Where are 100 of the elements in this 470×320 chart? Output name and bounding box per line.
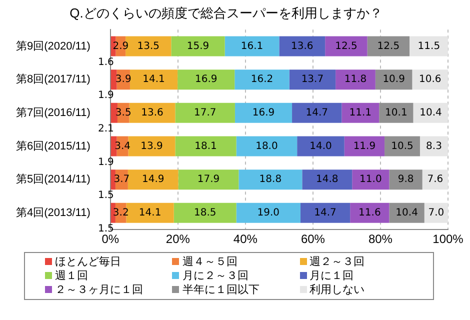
data-label: 18.8 bbox=[259, 174, 282, 186]
bar bbox=[412, 70, 448, 90]
bar bbox=[110, 202, 116, 223]
data-label: 16.1 bbox=[240, 40, 264, 52]
bar bbox=[389, 202, 424, 223]
bar bbox=[178, 70, 235, 90]
data-label: 17.7 bbox=[194, 108, 216, 119]
bar bbox=[413, 102, 448, 123]
data-label: 13.6 bbox=[291, 40, 314, 52]
data-label: 11.1 bbox=[349, 108, 372, 119]
data-label: 14.8 bbox=[316, 174, 338, 186]
legend-label: 週４～５回 bbox=[181, 255, 238, 269]
data-label: 12.5 bbox=[377, 40, 400, 52]
y-tick-label: 第4回(2013/11) bbox=[16, 206, 90, 219]
legend-label: ２～３ヶ月に１回 bbox=[54, 283, 144, 297]
data-label: 16.9 bbox=[194, 74, 218, 86]
bar bbox=[297, 136, 344, 156]
bar bbox=[128, 170, 178, 190]
data-label: 7.0 bbox=[428, 208, 444, 219]
bar bbox=[234, 102, 292, 123]
data-label: 10.9 bbox=[382, 74, 405, 86]
bar bbox=[289, 70, 336, 90]
data-label: 10.1 bbox=[385, 108, 408, 119]
bar bbox=[379, 102, 414, 123]
data-label: 13.9 bbox=[140, 140, 163, 152]
data-label: 13.5 bbox=[137, 40, 160, 52]
bar bbox=[174, 202, 236, 223]
data-label: 15.9 bbox=[186, 40, 210, 52]
data-label: 10.4 bbox=[396, 208, 418, 219]
legend-label: 週１回 bbox=[54, 269, 89, 283]
chart-title: Q.どのくらいの頻度で総合スーパーを利用しますか？ bbox=[70, 5, 382, 20]
bar bbox=[129, 102, 176, 123]
bar bbox=[342, 102, 380, 123]
data-label: 12.5 bbox=[335, 40, 358, 52]
x-tick-label: 40% bbox=[233, 232, 258, 246]
bar bbox=[344, 136, 385, 156]
data-label: 18.1 bbox=[194, 140, 217, 152]
bar bbox=[424, 202, 448, 223]
data-label: 7.6 bbox=[427, 174, 444, 186]
bar bbox=[389, 170, 422, 190]
data-label: 11.5 bbox=[418, 40, 440, 52]
data-label: 3.4 bbox=[114, 140, 130, 152]
x-tick-label: 80% bbox=[368, 232, 393, 246]
legend-label: 週２～３回 bbox=[308, 255, 366, 269]
data-label: 3.5 bbox=[115, 108, 132, 119]
bar bbox=[178, 170, 239, 190]
bar bbox=[110, 170, 116, 190]
bar bbox=[110, 70, 117, 90]
bar bbox=[224, 36, 280, 56]
bar bbox=[292, 102, 342, 123]
data-label: 19.0 bbox=[257, 208, 280, 219]
data-label: 10.5 bbox=[391, 140, 414, 152]
data-label: 14.1 bbox=[138, 208, 162, 219]
bar bbox=[234, 70, 290, 90]
bar bbox=[384, 136, 420, 156]
data-label: 1.9 bbox=[98, 156, 114, 168]
x-tick-label: 100% bbox=[432, 232, 464, 246]
data-label: 18.0 bbox=[256, 140, 278, 152]
bar bbox=[171, 36, 225, 56]
bar bbox=[350, 202, 390, 223]
data-label: 3.7 bbox=[114, 174, 130, 186]
data-label: 1.5 bbox=[98, 224, 114, 235]
bar bbox=[175, 136, 236, 156]
bar bbox=[236, 136, 298, 156]
data-label: 3.2 bbox=[112, 208, 129, 219]
data-label: 14.7 bbox=[314, 208, 336, 219]
data-label: 1.9 bbox=[98, 90, 114, 102]
bar bbox=[410, 36, 448, 56]
data-label: 10.6 bbox=[418, 74, 442, 86]
legend-label: 月に１回 bbox=[308, 269, 355, 283]
y-tick-label: 第5回(2014/11) bbox=[16, 174, 90, 186]
data-label: 1.5 bbox=[98, 190, 114, 202]
bar bbox=[236, 202, 300, 223]
data-label: 11.8 bbox=[344, 74, 367, 86]
bar bbox=[325, 36, 368, 56]
data-label: 16.2 bbox=[250, 74, 274, 86]
bar bbox=[175, 102, 235, 123]
bar bbox=[128, 136, 176, 156]
data-label: 2.1 bbox=[98, 124, 114, 135]
data-label: 2.9 bbox=[112, 40, 129, 52]
data-label: 17.9 bbox=[197, 174, 220, 186]
data-label: 11.9 bbox=[353, 140, 376, 152]
data-label: 14.9 bbox=[142, 174, 164, 186]
data-label: 14.7 bbox=[306, 108, 328, 119]
bar bbox=[302, 170, 352, 190]
data-label: 1.6 bbox=[98, 56, 114, 68]
bar bbox=[130, 70, 178, 90]
data-label: 16.9 bbox=[252, 108, 275, 119]
data-label: 11.6 bbox=[358, 208, 381, 219]
data-label: 14.1 bbox=[142, 74, 165, 86]
y-tick-label: 第6回(2015/11) bbox=[16, 140, 90, 152]
bar bbox=[110, 136, 117, 156]
data-label: 3.9 bbox=[115, 74, 132, 86]
y-tick-label: 第9回(2020/11) bbox=[16, 40, 90, 52]
legend-label: 半年に１回以下 bbox=[181, 283, 260, 297]
data-label: 18.5 bbox=[194, 208, 216, 219]
data-label: 14.0 bbox=[310, 140, 332, 152]
data-label: 8.3 bbox=[426, 140, 442, 152]
data-label: 13.6 bbox=[141, 108, 164, 119]
legend-label: ほとんど毎日 bbox=[54, 255, 122, 269]
